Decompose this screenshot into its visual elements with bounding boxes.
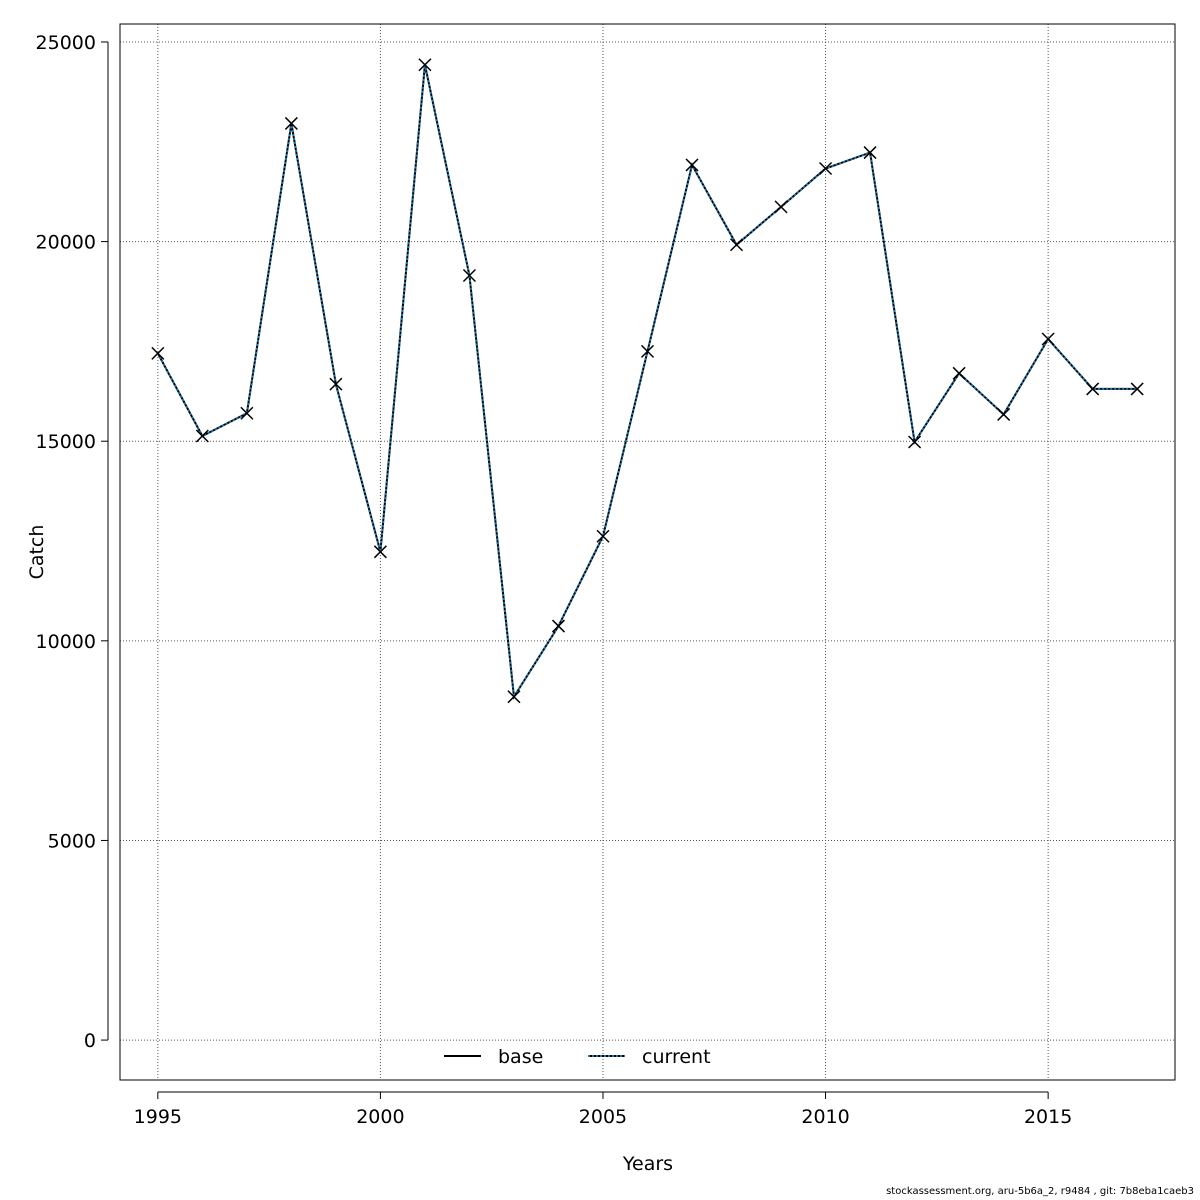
marker-stroke-b	[819, 161, 833, 176]
legend-base-label: base	[498, 1046, 543, 1068]
marker-stroke-b	[729, 238, 744, 252]
series-layer	[151, 58, 1144, 704]
data-point-2005	[596, 529, 610, 543]
data-point-1995	[151, 346, 165, 360]
y-tick-label-10000: 10000	[36, 631, 96, 653]
footer-note: stockassessment.org, aru-5b6a_2, r9484 ,…	[886, 1186, 1194, 1197]
marker-stroke-b	[551, 619, 566, 633]
marker-stroke-b	[418, 58, 432, 72]
marker-stroke-b	[151, 346, 165, 360]
data-point-1996	[195, 429, 209, 443]
data-point-2017	[1130, 382, 1144, 396]
data-point-1997	[240, 406, 254, 420]
marker-stroke-b	[952, 366, 966, 380]
data-point-2003	[507, 690, 521, 704]
x-tick-label-2015: 2015	[1024, 1106, 1072, 1128]
legend: base current	[444, 1046, 711, 1068]
data-point-2015	[1041, 332, 1055, 346]
marker-stroke-b	[1086, 382, 1100, 396]
marker-stroke-b	[685, 158, 699, 172]
plot-frame	[119, 23, 1176, 1081]
marker-stroke-b	[373, 545, 387, 559]
x-axis-label: Years	[622, 1153, 673, 1175]
marker-stroke-b	[284, 116, 298, 130]
marker-stroke-b	[507, 690, 521, 704]
legend-current-label: current	[642, 1046, 711, 1068]
data-point-2006	[640, 344, 655, 358]
data-point-2009	[774, 200, 788, 214]
data-point-1999	[329, 377, 343, 391]
data-point-2010	[819, 161, 833, 176]
data-point-2013	[952, 366, 966, 380]
marker-stroke-b	[640, 344, 655, 358]
grid	[120, 24, 1175, 1080]
data-point-1998	[284, 116, 298, 130]
y-axis-label: Catch	[26, 525, 48, 580]
data-point-2000	[373, 545, 387, 559]
data-point-2012	[908, 435, 922, 449]
marker-stroke-b	[863, 146, 877, 160]
y-tick-label-5000: 5000	[48, 830, 96, 852]
axes: 1995 2000 2005 2010 2015 0 5000 10000 15000 20000…	[36, 32, 1073, 1128]
data-point-2001	[418, 58, 432, 72]
data-point-2007	[685, 158, 699, 172]
data-point-2008	[729, 238, 744, 252]
y-tick-label-20000: 20000	[36, 232, 96, 254]
marker-stroke-b	[195, 429, 209, 443]
marker-stroke-b	[462, 268, 476, 283]
data-point-2016	[1086, 382, 1100, 396]
marker-stroke-b	[240, 406, 254, 420]
marker-stroke-b	[1130, 382, 1144, 396]
y-tick-label-0: 0	[84, 1030, 96, 1052]
y-tick-label-15000: 15000	[36, 431, 96, 453]
x-tick-label-2010: 2010	[801, 1106, 849, 1128]
series-line-current	[156, 64, 1138, 700]
marker-stroke-b	[329, 377, 343, 391]
data-point-2011	[863, 146, 877, 160]
marker-stroke-b	[1041, 332, 1055, 346]
marker-stroke-b	[908, 435, 922, 449]
marker-stroke-b	[774, 200, 788, 214]
series-line-base	[156, 64, 1138, 700]
marker-stroke-b	[997, 407, 1011, 421]
data-point-2014	[997, 407, 1011, 421]
data-point-2002	[462, 268, 476, 283]
marker-stroke-b	[596, 529, 610, 543]
x-tick-label-1995: 1995	[134, 1106, 182, 1128]
x-tick-label-2000: 2000	[356, 1106, 404, 1128]
y-tick-label-25000: 25000	[36, 32, 96, 54]
x-tick-label-2005: 2005	[579, 1106, 627, 1128]
data-point-2004	[551, 619, 566, 633]
